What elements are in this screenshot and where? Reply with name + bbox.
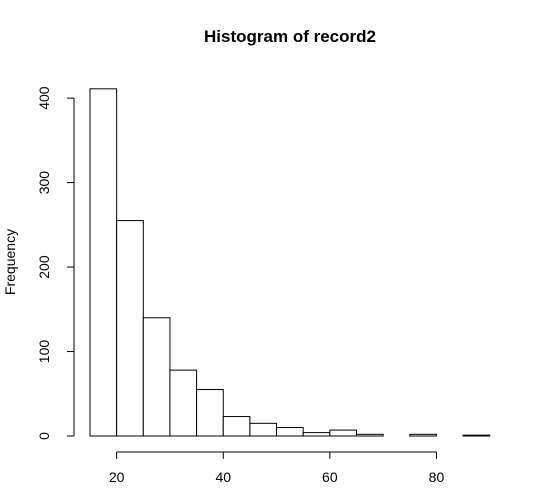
bars-group xyxy=(89,88,491,437)
x-tick-label: 20 xyxy=(109,469,125,485)
histogram-bar xyxy=(249,422,278,437)
histogram-bar xyxy=(142,317,171,437)
histogram-bar xyxy=(276,427,304,437)
histogram-bar xyxy=(222,416,251,437)
histogram-bar xyxy=(462,434,491,437)
histogram-bar xyxy=(356,433,384,437)
histogram-bar xyxy=(302,432,331,437)
x-axis: 20 40 60 80 xyxy=(109,451,445,485)
y-tick-label: 0 xyxy=(36,432,52,440)
y-tick-label: 400 xyxy=(36,86,52,110)
histogram-bar xyxy=(196,389,224,437)
x-tick-label: 40 xyxy=(215,469,231,485)
chart-title: Histogram of record2 xyxy=(204,27,376,46)
x-tick-label: 80 xyxy=(429,469,445,485)
y-tick-label: 200 xyxy=(36,255,52,279)
y-axis: 0 100 200 300 400 xyxy=(36,86,75,440)
y-tick-label: 100 xyxy=(36,340,52,364)
histogram-bar xyxy=(116,220,144,437)
histogram-bar xyxy=(89,88,118,437)
y-tick-label: 300 xyxy=(36,171,52,195)
x-tick-label: 60 xyxy=(322,469,338,485)
histogram-bar xyxy=(409,433,437,437)
y-axis-label: Frequency xyxy=(2,229,18,295)
histogram-bar xyxy=(329,429,358,437)
histogram-bar xyxy=(169,369,198,437)
